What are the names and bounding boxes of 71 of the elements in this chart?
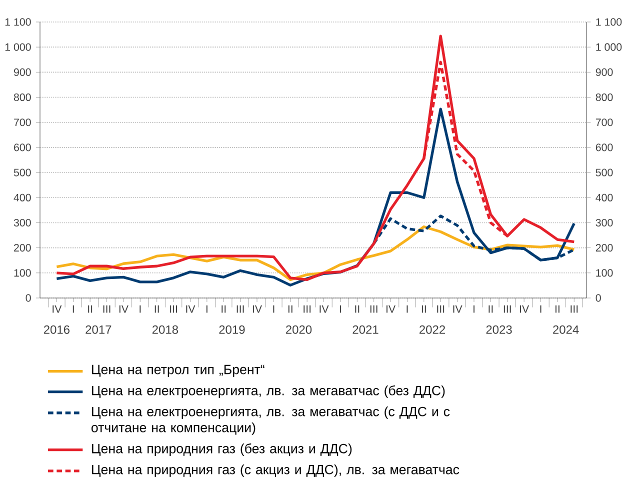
text: 2021 — [352, 325, 378, 334]
x-tick-label: III — [103, 305, 110, 313]
x-tick-label: IV — [320, 305, 329, 313]
text: 2024 — [553, 325, 579, 334]
y-tick-label: 500 — [14, 168, 31, 176]
y-tick-label: 300 — [14, 218, 31, 226]
x-tick-label: IV — [453, 305, 462, 313]
x-tick-label: II — [355, 305, 360, 313]
y2-tick-label: 500 — [596, 168, 613, 176]
x-tick-label: II — [222, 305, 226, 313]
text: 2019 — [219, 325, 245, 334]
x-tick-label: IV — [386, 305, 396, 313]
x-tick-label: I — [206, 305, 208, 313]
y-tick-label: 1 100 — [5, 18, 31, 26]
x-tick-label: I — [273, 305, 274, 313]
y-tick-label: 400 — [14, 194, 31, 202]
x-tick-label: I — [473, 305, 474, 313]
y2-tick-label: 200 — [596, 244, 613, 252]
y2-tick-label: 300 — [596, 218, 613, 226]
x-tick-label: I — [340, 305, 341, 313]
x-tick-label: IV — [52, 305, 62, 313]
text: 2023 — [486, 325, 512, 334]
x-tick-label: I — [72, 305, 74, 313]
x-tick-label: IV — [119, 305, 128, 313]
x-tick-label: I — [540, 305, 542, 313]
y-tick-label: 100 — [14, 269, 31, 277]
text: 2020 — [286, 325, 312, 334]
x-tick-label: II — [555, 305, 560, 313]
x-tick-label: I — [406, 305, 408, 313]
x-tick-label: II — [488, 305, 493, 313]
text: 2016 — [44, 325, 70, 334]
x-tick-label: II — [288, 305, 292, 313]
x-tick-label: III — [236, 305, 244, 313]
y2-tick-label: 600 — [596, 144, 613, 152]
legend-label: Цена на електроенергията, лв. за мегаватчас (без ДДС) — [92, 385, 445, 398]
legend-label: Цена на природния газ (с акциз и ДДС), лв. за мегаватчас — [92, 464, 460, 477]
y-tick-label: 700 — [14, 118, 31, 126]
x-tick-label: III — [170, 305, 178, 313]
x-tick-label: IV — [252, 305, 262, 313]
y2-tick-label: 100 — [596, 269, 613, 277]
y2-tick-label: 1 000 — [596, 43, 622, 51]
line-series — [422, 60, 509, 238]
y-tick-label: 0 — [26, 294, 31, 302]
x-tick-label: II — [88, 305, 92, 313]
x-tick-label: II — [422, 305, 426, 313]
y2-tick-label: 800 — [596, 93, 613, 102]
x-tick-label: II — [154, 305, 159, 313]
x-tick-label: III — [370, 305, 378, 313]
text: 2022 — [420, 325, 445, 334]
text: 2017 — [86, 325, 112, 334]
y-tick-label: 200 — [14, 244, 31, 252]
x-tick-label: III — [570, 305, 578, 313]
x-tick-label: IV — [520, 305, 530, 313]
legend-label: Цена на петрол тип „Брент“ — [92, 364, 264, 377]
x-tick-label: I — [140, 305, 141, 313]
y-tick-label: 800 — [14, 93, 31, 102]
y-tick-label: 900 — [14, 68, 31, 76]
legend-label: Цена на природния газ (без акциз и ДДС) — [92, 443, 352, 456]
legend-label: Цена на електроенергията, лв. за мегаватчас (с ДДС и с отчитане на компенсации) — [92, 406, 450, 435]
y2-tick-label: 0 — [596, 294, 601, 302]
y2-tick-label: 400 — [596, 194, 613, 202]
x-tick-label: III — [304, 305, 311, 313]
y2-tick-label: 900 — [596, 68, 613, 76]
x-tick-label: IV — [186, 305, 196, 313]
y-tick-label: 1 000 — [5, 43, 31, 51]
x-tick-label: III — [504, 305, 511, 313]
text: 2018 — [152, 325, 178, 334]
y2-tick-label: 700 — [596, 118, 613, 126]
y-tick-label: 600 — [14, 144, 31, 152]
x-tick-label: III — [437, 305, 444, 313]
y2-tick-label: 1 100 — [596, 18, 622, 26]
